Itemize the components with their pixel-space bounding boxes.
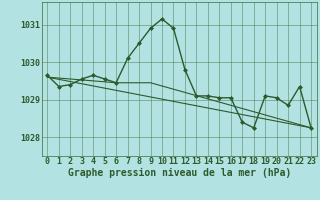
- X-axis label: Graphe pression niveau de la mer (hPa): Graphe pression niveau de la mer (hPa): [68, 168, 291, 178]
